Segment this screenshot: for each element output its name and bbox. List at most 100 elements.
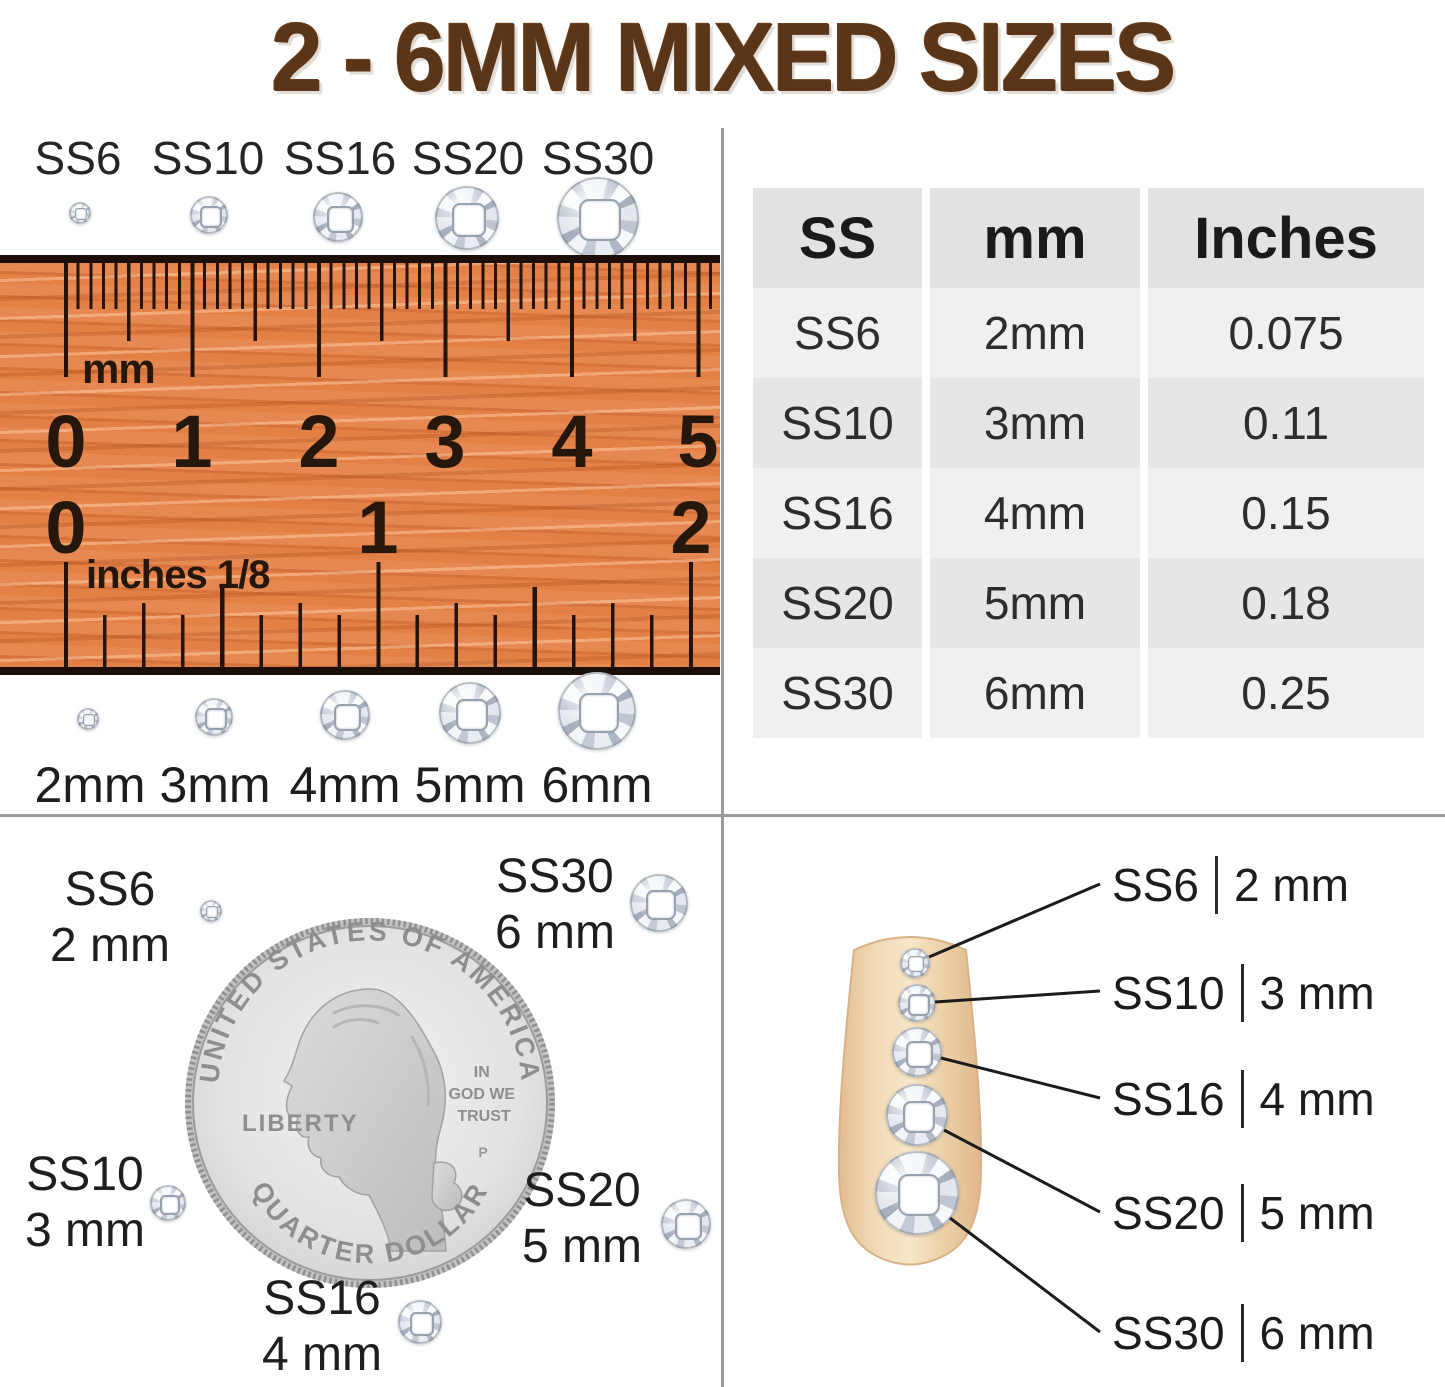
- ss-row-label: SS16: [283, 132, 397, 184]
- rhinestone-ss10: [190, 196, 228, 234]
- table-header-mm: mm: [930, 188, 1140, 288]
- ruler-inch-number: 2: [670, 486, 712, 569]
- ss-row-label: SS30: [541, 132, 655, 184]
- rhinestone-ss16: [313, 192, 363, 242]
- ss-row-label: SS10: [151, 132, 265, 184]
- rhinestone-ss6: [200, 900, 222, 922]
- callout-size: 5 mm: [522, 1220, 642, 1273]
- callout-ss: SS30: [1112, 1307, 1225, 1359]
- rhinestone-ss20: [661, 1199, 711, 1249]
- mm-row-label: 3mm: [159, 757, 271, 813]
- ruler-inch-number: 1: [357, 486, 399, 569]
- size-conversion-table: SS mm Inches SS6 2mm 0.075 SS10 3mm 0.11…: [753, 188, 1424, 738]
- ruler-cm-number: 3: [424, 400, 466, 483]
- table-cell: 0.15: [1148, 468, 1424, 558]
- rhinestone-ss30: [557, 177, 639, 259]
- callout-size: 5 mm: [1259, 1187, 1375, 1239]
- divider-bar: [1240, 1184, 1244, 1242]
- nail-rhinestone-ss6: [900, 948, 930, 978]
- coin-liberty-text: LIBERTY: [242, 1110, 359, 1137]
- divider-bar: [1240, 964, 1244, 1022]
- callout-ss: SS10: [26, 1148, 144, 1201]
- nail-callout-ss6: SS6 2 mm: [1112, 856, 1349, 914]
- rhinestone-2mm: [77, 708, 99, 730]
- coin-callout-ss10: SS10 3 mm: [5, 1147, 165, 1259]
- nail-callout-ss16: SS16 4 mm: [1112, 1070, 1375, 1128]
- callout-size: 3 mm: [25, 1204, 145, 1257]
- rhinestone-ss10: [150, 1185, 186, 1221]
- divider-bar: [1240, 1304, 1244, 1362]
- ruler-inches-unit-label: inches 1/8: [86, 553, 270, 597]
- ss-row-label: SS6: [34, 132, 122, 184]
- ss-row-label: SS20: [411, 132, 525, 184]
- rhinestone-ss20: [435, 186, 499, 250]
- nail-callout-ss30: SS30 6 mm: [1112, 1304, 1375, 1362]
- callout-size: 6 mm: [1259, 1307, 1375, 1359]
- table-cell: 0.25: [1148, 648, 1424, 738]
- coin-callout-ss16: SS16 4 mm: [242, 1271, 402, 1383]
- washington-hair-detail: [332, 1004, 430, 1107]
- callout-size: 2 mm: [1233, 859, 1349, 911]
- callout-ss: SS20: [523, 1164, 641, 1217]
- rhinestone-3mm: [195, 698, 233, 736]
- vertical-divider: [721, 128, 724, 1387]
- nail-rhinestone-ss10: [898, 984, 936, 1022]
- table-cell: 3mm: [930, 378, 1140, 468]
- table-cell: 0.11: [1148, 378, 1424, 468]
- rhinestone-ss16: [398, 1300, 442, 1344]
- mm-row-label: 2mm: [34, 757, 146, 813]
- coin-mint-mark: P: [478, 1144, 487, 1160]
- table-cell: SS10: [753, 378, 922, 468]
- ruler-cm-number: 5: [677, 400, 719, 483]
- ruler-cm-number: 4: [551, 400, 593, 483]
- rhinestone-6mm: [558, 672, 636, 750]
- nail-rhinestone-ss16: [892, 1027, 942, 1077]
- ruler-inch-number: 0: [45, 486, 87, 569]
- table-cell: SS20: [753, 558, 922, 648]
- page-title: 2 - 6MM MIXED SIZES: [271, 3, 1176, 112]
- mm-row-label: 6mm: [541, 757, 653, 813]
- table-cell: 0.075: [1148, 288, 1424, 378]
- divider-bar: [1214, 856, 1218, 914]
- callout-size: 4 mm: [262, 1328, 382, 1381]
- coin-callout-ss6: SS6 2 mm: [30, 862, 190, 974]
- table-cell: 6mm: [930, 648, 1140, 738]
- nail-callout-ss20: SS20 5 mm: [1112, 1184, 1375, 1242]
- rhinestone-5mm: [439, 682, 501, 744]
- ruler-mm-unit-label: mm: [82, 345, 156, 392]
- table-cell: SS30: [753, 648, 922, 738]
- ruler-eighth-inch-ticks: [64, 615, 716, 667]
- washington-queue: [431, 1161, 463, 1212]
- ruler-cm-number: 1: [171, 400, 213, 483]
- callout-ss: SS10: [1112, 967, 1225, 1019]
- callout-ss: SS20: [1112, 1187, 1225, 1239]
- ruler-cm-ticks: [64, 263, 704, 377]
- ruler-cm-number: 0: [45, 400, 87, 483]
- ruler: mm 0 1 2 3 4 5 0 1 2 inches 1/8: [0, 255, 720, 675]
- mm-row-label: 5mm: [414, 757, 526, 813]
- rhinestone-4mm: [320, 690, 370, 740]
- callout-ss: SS16: [1112, 1073, 1225, 1125]
- table-cell: 5mm: [930, 558, 1140, 648]
- callout-size: 6 mm: [495, 906, 615, 959]
- ruler-cm-number: 2: [298, 400, 340, 483]
- table-cell: SS6: [753, 288, 922, 378]
- callout-ss: SS6: [1112, 859, 1199, 911]
- table-cell: 4mm: [930, 468, 1140, 558]
- nail-rhinestone-ss30: [875, 1151, 959, 1235]
- callout-ss: SS16: [263, 1272, 381, 1325]
- rhinestone-ss30: [630, 874, 688, 932]
- coin-motto-text: IN GOD WE TRUST: [448, 1064, 519, 1125]
- horizontal-divider: [0, 814, 1445, 817]
- callout-ss: SS30: [496, 850, 614, 903]
- table-cell: SS16: [753, 468, 922, 558]
- table-header-inches: Inches: [1148, 188, 1424, 288]
- washington-profile: [282, 988, 447, 1252]
- callout-size: 2 mm: [50, 919, 170, 972]
- nail-callout-ss10: SS10 3 mm: [1112, 964, 1375, 1022]
- callout-size: 4 mm: [1259, 1073, 1375, 1125]
- nail-rhinestone-ss20: [886, 1084, 948, 1146]
- quarter-coin: UNITED STATES OF AMERICA QUARTER DOLLAR …: [185, 917, 555, 1288]
- table-cell: 0.18: [1148, 558, 1424, 648]
- table-header-ss: SS: [753, 188, 922, 288]
